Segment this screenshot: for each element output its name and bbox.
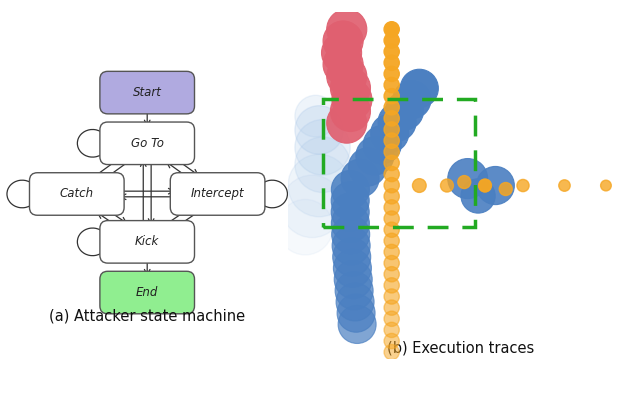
FancyBboxPatch shape [100,221,195,263]
Text: (a) Attacker state machine: (a) Attacker state machine [49,308,245,324]
Circle shape [384,55,399,70]
Circle shape [517,180,529,192]
Circle shape [479,179,492,192]
Circle shape [332,79,372,120]
Circle shape [330,68,371,108]
Circle shape [295,106,343,154]
Circle shape [278,200,333,255]
Circle shape [332,193,369,231]
Circle shape [335,272,373,310]
Circle shape [323,21,363,61]
Circle shape [330,91,371,131]
Circle shape [384,155,399,170]
FancyBboxPatch shape [100,271,195,314]
Circle shape [384,166,399,182]
Circle shape [336,283,374,321]
Circle shape [288,154,350,217]
Circle shape [384,33,399,48]
Circle shape [384,44,399,59]
Circle shape [384,178,399,193]
Circle shape [371,114,409,152]
Circle shape [600,180,611,191]
Circle shape [384,233,399,249]
Text: Catch: Catch [60,188,94,200]
Circle shape [326,56,367,96]
Circle shape [384,244,399,260]
Circle shape [337,294,375,332]
Circle shape [458,176,470,189]
Circle shape [384,255,399,271]
Circle shape [338,305,376,344]
Circle shape [384,133,399,148]
Circle shape [440,179,453,192]
Text: Kick: Kick [135,235,159,248]
Text: Intercept: Intercept [191,188,244,200]
Circle shape [384,278,399,293]
Circle shape [384,222,399,237]
Circle shape [384,289,399,304]
Circle shape [295,137,350,192]
Circle shape [384,66,399,81]
Circle shape [559,180,570,191]
Text: End: End [136,286,158,299]
Circle shape [384,100,399,115]
Circle shape [332,204,369,242]
Circle shape [499,182,512,196]
Circle shape [384,77,399,93]
Circle shape [384,111,399,126]
FancyBboxPatch shape [100,71,195,114]
Circle shape [326,103,367,143]
Circle shape [356,137,394,175]
Circle shape [333,238,371,276]
FancyBboxPatch shape [170,173,265,215]
Circle shape [281,175,343,238]
Circle shape [384,144,399,160]
Circle shape [321,33,362,73]
Circle shape [476,166,515,205]
Circle shape [479,180,491,192]
Circle shape [341,159,379,198]
Circle shape [384,322,399,338]
Circle shape [326,9,367,49]
Circle shape [333,249,371,287]
Circle shape [378,103,416,141]
FancyBboxPatch shape [29,173,124,215]
Circle shape [384,22,399,37]
Circle shape [384,344,399,360]
Circle shape [364,125,401,164]
Bar [323,99,475,227]
Circle shape [384,189,399,204]
Circle shape [384,200,399,215]
Circle shape [384,267,399,282]
Circle shape [384,334,399,349]
Circle shape [401,69,438,107]
Circle shape [384,122,399,137]
Circle shape [384,311,399,326]
Circle shape [295,120,350,175]
Text: Go To: Go To [131,137,164,150]
Circle shape [461,179,495,213]
Circle shape [393,81,431,119]
Circle shape [384,300,399,315]
Circle shape [384,89,399,104]
Circle shape [295,95,337,137]
Circle shape [332,170,369,209]
Circle shape [413,179,426,192]
Text: Start: Start [132,86,162,99]
Text: (b) Execution traces: (b) Execution traces [387,341,534,356]
Circle shape [332,215,370,253]
Circle shape [448,158,488,199]
Circle shape [349,148,387,186]
Circle shape [334,260,372,298]
Circle shape [323,44,363,85]
Circle shape [385,92,424,130]
Circle shape [332,182,369,220]
FancyBboxPatch shape [100,122,195,164]
Circle shape [384,211,399,226]
Circle shape [332,227,370,265]
